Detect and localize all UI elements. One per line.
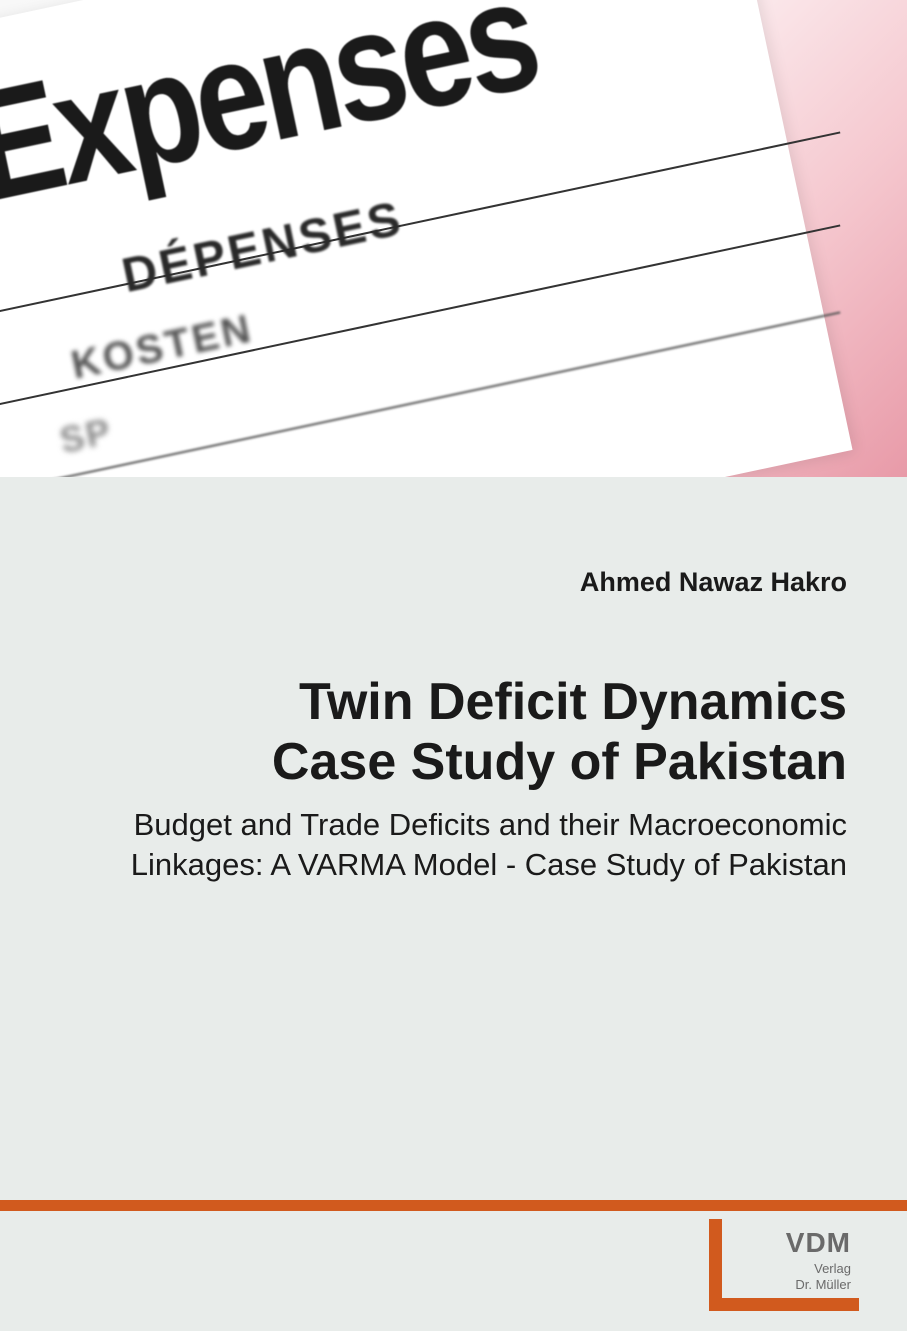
author-name: Ahmed Nawaz Hakro [60, 567, 847, 598]
publisher-name: Verlag Dr. Müller [795, 1261, 851, 1292]
content-area: Ahmed Nawaz Hakro Twin Deficit Dynamics … [0, 477, 907, 1331]
cover-photo: Expenses DÉPENSES KOSTEN SP [0, 0, 907, 477]
accent-bar [0, 1200, 907, 1211]
book-subtitle: Budget and Trade Deficits and their Macr… [60, 805, 847, 886]
publisher-line-2: Dr. Müller [795, 1277, 851, 1292]
title-line-1: Twin Deficit Dynamics [299, 673, 847, 731]
publisher-line-1: Verlag [814, 1261, 851, 1276]
publisher-acronym: VDM [786, 1227, 851, 1259]
title-line-2: Case Study of Pakistan [272, 733, 847, 791]
publisher-logo: VDM Verlag Dr. Müller [709, 1219, 859, 1311]
book-title: Twin Deficit Dynamics Case Study of Paki… [60, 673, 847, 793]
